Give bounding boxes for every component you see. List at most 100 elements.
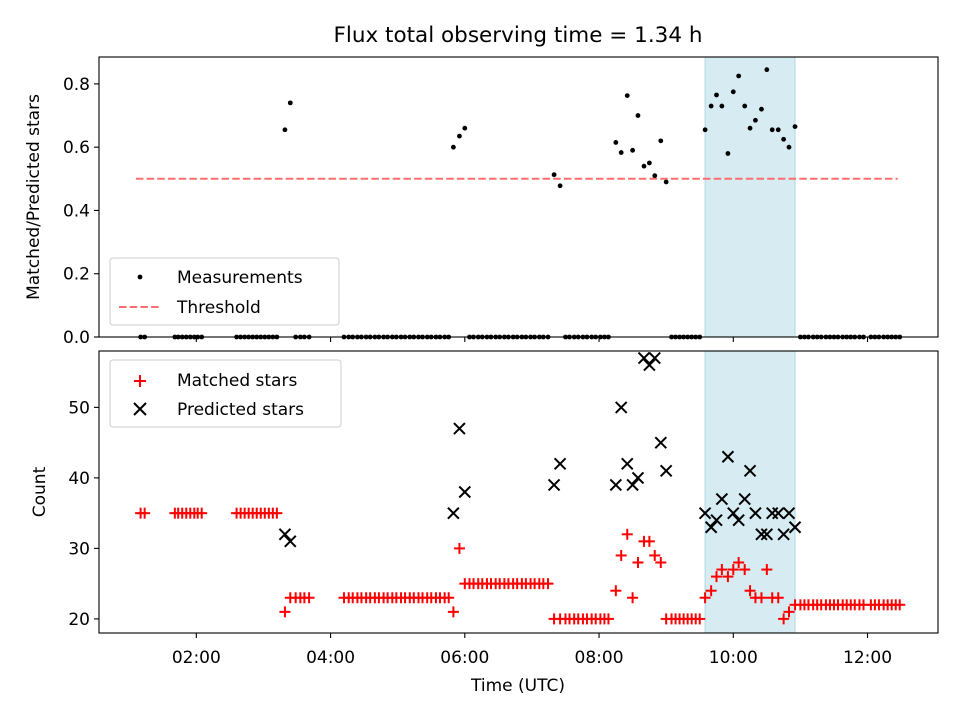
matched-star-point: [542, 578, 554, 590]
top-legend-box: [109, 257, 340, 326]
top-y-tick-label: 0.4: [63, 201, 90, 221]
bottom-axes-frame: [98, 350, 939, 634]
matched-star-point: [755, 592, 767, 604]
measurement-point: [742, 103, 748, 109]
matched-star-point: [716, 564, 728, 576]
measurement-point: [769, 127, 775, 133]
matched-star-point: [783, 606, 795, 618]
predicted-star-point: [626, 478, 639, 492]
matched-star-point: [744, 585, 756, 597]
top-panel: 0.00.20.40.60.8 Matched/Predicted stars …: [24, 56, 939, 348]
matched-star-point: [761, 564, 773, 576]
bottom-panel: 02:00 04:00 06:00 08:00 10:00 12:00 20304050 …: [30, 350, 939, 696]
measurement-point: [635, 113, 641, 118]
predicted-star-point: [659, 464, 673, 478]
predicted-star-point: [755, 528, 768, 541]
matched-star-point: [453, 542, 465, 554]
predicted-star-point: [631, 471, 645, 485]
measurement-point: [450, 144, 456, 150]
matched-star-point: [615, 549, 627, 561]
matched-star-point: [279, 606, 291, 618]
matched-star-point: [447, 606, 459, 618]
legend-matched-label: Matched stars: [177, 371, 297, 391]
measurement-point: [462, 125, 468, 131]
top-y-axis-label: Matched/Predicted stars: [24, 94, 44, 300]
top-y-ticks: 0.0 0.2 0.4 0.6 0.8: [63, 75, 99, 348]
measurement-point: [702, 127, 708, 133]
measurement-point: [753, 117, 758, 123]
predicted-star-point: [738, 492, 751, 506]
matched-star-point: [727, 564, 739, 576]
measurement-point: [282, 127, 288, 133]
measurement-point: [747, 125, 753, 131]
measurement-point: [646, 160, 652, 166]
matched-star-point: [733, 557, 745, 568]
top-y-tick-label: 0.6: [63, 138, 90, 158]
x-tick-label: 10:00: [709, 648, 758, 668]
predicted-star-point: [749, 506, 762, 520]
top-y-tick-label: 0.0: [63, 328, 90, 348]
x-tick-label: 08:00: [575, 648, 624, 668]
predicted-star-point: [704, 521, 718, 534]
measurement-point: [658, 138, 664, 144]
bottom-legend: Matched stars Predicted stars: [109, 359, 342, 428]
measurement-point: [719, 103, 725, 109]
matched-star-point: [722, 571, 734, 583]
matched-star-point: [739, 564, 751, 576]
measurement-point: [457, 133, 462, 139]
x-tick-label: 02:00: [172, 648, 221, 668]
measurement-point: [641, 163, 647, 169]
matched-star-point: [627, 592, 639, 604]
measurement-point: [730, 89, 736, 95]
predicted-star-point: [284, 535, 297, 548]
matched-star-point: [705, 585, 717, 597]
matched-star-point: [655, 557, 667, 568]
predicted-star-point: [278, 528, 292, 541]
matched-star-point: [894, 599, 906, 611]
matched-star-point: [649, 549, 661, 561]
measurement-point: [764, 67, 770, 73]
measurement-point: [781, 136, 787, 142]
predicted-star-point: [760, 528, 774, 541]
predicted-star-point: [621, 457, 634, 471]
legend-measurements-label: Measurements: [177, 268, 303, 288]
measurement-point: [551, 172, 557, 178]
top-axes-frame: [98, 56, 939, 338]
measurement-point: [613, 140, 619, 145]
measurement-point: [775, 127, 781, 133]
legend-measurements-marker: [137, 274, 143, 280]
matched-star-point: [643, 535, 655, 547]
matched-star-point: [772, 592, 784, 604]
matched-star-point: [621, 528, 633, 540]
bottom-x-ticks: 02:00 04:00 06:00 08:00 10:00 12:00: [172, 633, 892, 668]
measurement-point: [287, 100, 293, 106]
matched-star-point: [303, 592, 315, 604]
predicted-star-point: [614, 401, 628, 414]
measurement-point: [557, 183, 563, 189]
predicted-star-point: [721, 450, 735, 463]
top-x-ticks: [195, 337, 869, 342]
matched-star-point: [778, 613, 790, 625]
legend-threshold-label: Threshold: [176, 298, 261, 318]
predicted-star-point: [609, 478, 623, 492]
predicted-star-point: [710, 513, 723, 527]
x-tick-label: 12:00: [843, 648, 892, 668]
matched-star-point: [632, 557, 644, 568]
matched-star-point: [602, 613, 614, 625]
measurement-point: [714, 92, 719, 98]
matched-star-point: [443, 592, 455, 604]
measurement-point: [663, 179, 669, 185]
matched-stars-points: [135, 507, 906, 625]
predicted-star-point: [643, 358, 656, 372]
predicted-star-point: [727, 506, 740, 520]
bottom-y-tick-label: 20: [68, 610, 90, 630]
predicted-star-point: [553, 457, 567, 471]
matched-star-point: [711, 571, 723, 583]
predicted-star-point: [547, 478, 561, 492]
matched-star-point: [699, 592, 711, 604]
legend-predicted-label: Predicted stars: [177, 400, 304, 420]
predicted-star-point: [654, 436, 668, 449]
measurement-point: [792, 124, 798, 130]
predicted-star-point: [743, 464, 757, 478]
legend-predicted-marker: [133, 402, 147, 416]
